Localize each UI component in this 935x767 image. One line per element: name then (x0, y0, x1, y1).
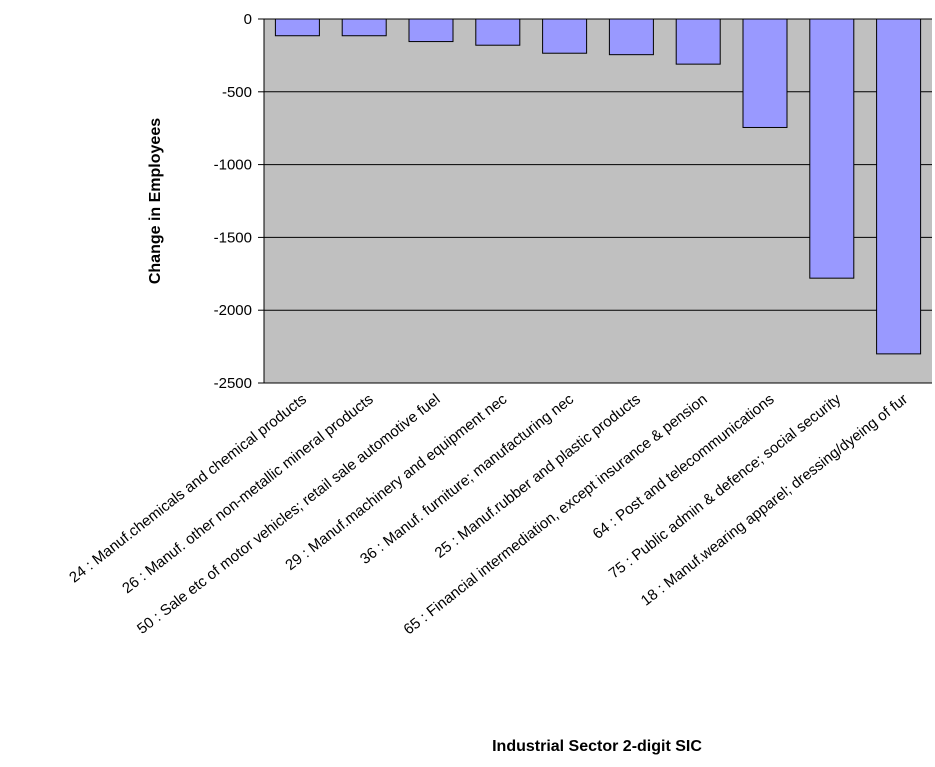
y-axis-ticks: 0 -500 -1000 -1500 -2000 -2500 (214, 11, 264, 392)
bar (475, 18, 521, 46)
x-axis-title: Industrial Sector 2-digit SIC (492, 738, 702, 755)
bar (341, 18, 387, 37)
bars (274, 18, 922, 355)
x-category-label: 65 : Financial intermediation, except in… (401, 391, 711, 638)
bar (876, 18, 922, 355)
bar (742, 18, 788, 128)
y-tick-label: 0 (244, 11, 252, 28)
y-tick-label: -500 (222, 84, 252, 101)
bar (542, 18, 588, 54)
y-tick-label: -1500 (214, 229, 252, 246)
x-category-label: 75 : Public admin & defence; social secu… (606, 390, 845, 582)
x-category-label: 24 : Manuf.chemicals and chemical produc… (66, 391, 310, 587)
x-axis-category-labels: 24 : Manuf.chemicals and chemical produc… (66, 390, 911, 638)
bar (608, 18, 654, 56)
x-category-label: 26 : Manuf. other non-metallic mineral p… (119, 391, 376, 597)
y-axis-title: Change in Employees (147, 118, 164, 284)
y-tick-label: -2500 (214, 375, 252, 392)
bar (809, 18, 855, 279)
bar (408, 18, 454, 43)
bar (675, 18, 721, 65)
bar (274, 18, 320, 37)
x-category-label: 50 : Sale etc of motor vehicles; retail … (134, 391, 443, 638)
y-tick-label: -2000 (214, 302, 252, 319)
y-tick-label: -1000 (214, 157, 252, 174)
